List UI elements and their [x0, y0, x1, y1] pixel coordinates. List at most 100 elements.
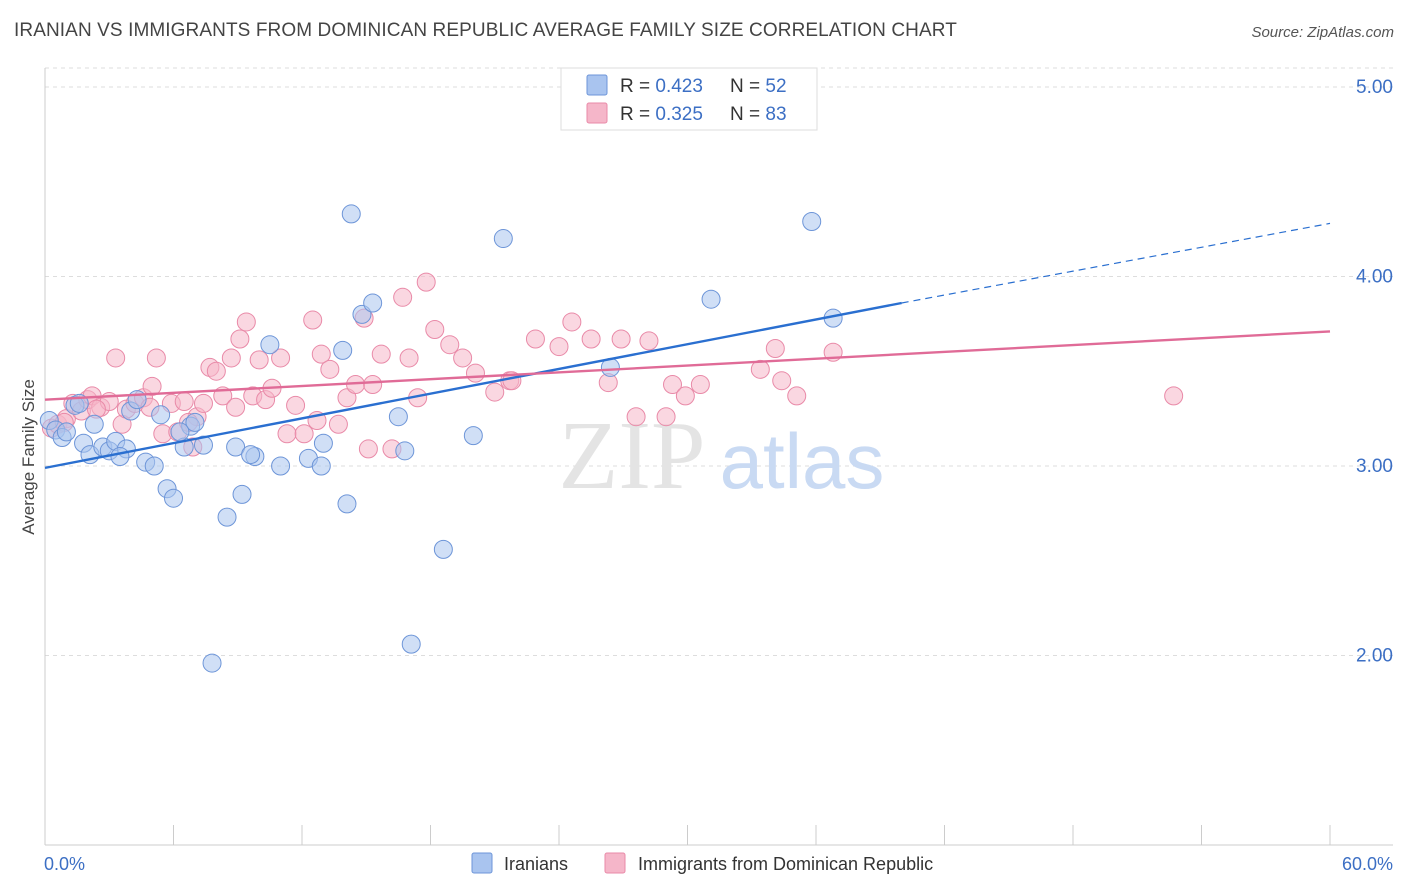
data-point	[106, 348, 126, 368]
data-point	[399, 348, 419, 368]
data-point	[164, 488, 183, 508]
data-point	[675, 386, 695, 406]
data-point	[656, 407, 676, 427]
data-point	[363, 293, 383, 313]
data-point	[271, 456, 291, 476]
data-point	[260, 335, 280, 355]
data-point	[371, 344, 391, 364]
data-point	[337, 388, 357, 408]
stats-r-label: R =	[620, 76, 655, 97]
data-point	[142, 376, 162, 396]
data-point	[193, 435, 213, 455]
stats-r-value: 0.423	[655, 76, 703, 97]
stats-n-value: 83	[765, 104, 786, 125]
data-point	[311, 344, 331, 364]
data-point	[626, 407, 646, 427]
svg-text:R = 0.325: R = 0.325	[620, 104, 703, 125]
data-point	[144, 456, 164, 476]
data-point	[56, 422, 76, 442]
data-point	[206, 361, 226, 381]
data-point	[313, 433, 333, 453]
y-tick-label: 3.00	[1356, 456, 1393, 477]
axes	[44, 68, 1393, 846]
data-point	[358, 439, 378, 459]
data-point	[525, 329, 545, 349]
svg-text:N = 83: N = 83	[730, 104, 787, 125]
data-point	[303, 310, 323, 330]
data-point	[465, 363, 485, 383]
data-point	[639, 331, 659, 351]
data-point	[395, 441, 415, 461]
data-point	[232, 484, 252, 504]
data-point	[611, 329, 631, 349]
legend-swatch-dominican	[604, 852, 626, 874]
data-point	[393, 287, 413, 307]
data-point	[485, 382, 505, 402]
data-point	[453, 348, 473, 368]
legend-label-iranians: Iranians	[504, 854, 568, 874]
y-axis-title: Average Family Size	[19, 379, 38, 535]
stats-legend: R = 0.423 N = 52 R = 0.325 N = 83	[560, 67, 818, 131]
data-point	[226, 437, 246, 457]
data-point	[217, 507, 237, 527]
y-tick-label: 2.00	[1356, 645, 1393, 666]
series-legend: Iranians Immigrants from Dominican Repub…	[471, 852, 933, 874]
data-point	[363, 374, 383, 394]
x-tick-label-max: 60.0%	[1342, 854, 1393, 874]
svg-text:R = 0.423: R = 0.423	[620, 76, 703, 97]
data-point	[787, 386, 807, 406]
data-point	[701, 289, 721, 309]
trend-line-iranians	[44, 301, 902, 470]
data-point	[286, 395, 306, 415]
stats-r-value: 0.325	[655, 104, 703, 125]
data-point	[802, 212, 822, 232]
data-point	[311, 456, 331, 476]
data-point	[328, 414, 348, 434]
legend-label-dominican: Immigrants from Dominican Republic	[638, 854, 933, 874]
data-point	[425, 320, 445, 340]
data-point	[202, 653, 222, 673]
data-point	[193, 393, 213, 413]
data-point	[294, 424, 314, 444]
series-iranians-points	[39, 204, 843, 673]
data-point	[581, 329, 601, 349]
data-point	[249, 350, 269, 370]
data-point	[320, 359, 340, 379]
source-credit: Source: ZipAtlas.com	[1251, 24, 1394, 41]
stats-r-label: R =	[620, 104, 655, 125]
data-point	[277, 424, 297, 444]
y-tick-label: 5.00	[1356, 77, 1393, 98]
data-point	[388, 407, 408, 427]
data-point	[433, 539, 453, 559]
data-point	[84, 414, 104, 434]
stats-legend-swatch-blue	[586, 74, 608, 96]
data-point	[341, 204, 361, 224]
data-point	[333, 340, 353, 360]
data-point	[271, 348, 291, 368]
data-point	[110, 447, 130, 466]
data-point	[562, 312, 582, 332]
data-point	[221, 348, 241, 368]
data-point	[174, 392, 194, 412]
y-tick-label: 4.00	[1356, 266, 1393, 287]
chart-title: IRANIAN VS IMMIGRANTS FROM DOMINICAN REP…	[14, 20, 957, 41]
trend-line-dominican	[44, 330, 1331, 401]
trend-lines	[44, 222, 1331, 470]
stats-n-label: N =	[730, 76, 765, 97]
data-point	[463, 426, 483, 446]
data-point	[151, 405, 171, 425]
data-point	[690, 374, 710, 394]
grid-lines: 2.00 3.00 4.00 5.00	[45, 67, 1394, 666]
data-point	[765, 338, 785, 358]
data-point	[493, 229, 513, 249]
data-point	[170, 422, 190, 442]
data-point	[337, 494, 357, 514]
svg-text:N = 52: N = 52	[730, 76, 787, 97]
stats-legend-swatch-pink	[586, 102, 608, 124]
data-point	[226, 397, 246, 417]
data-point	[185, 412, 205, 432]
data-point	[241, 445, 261, 465]
watermark-atlas: atlas	[720, 417, 885, 505]
stats-n-label: N =	[730, 104, 765, 125]
